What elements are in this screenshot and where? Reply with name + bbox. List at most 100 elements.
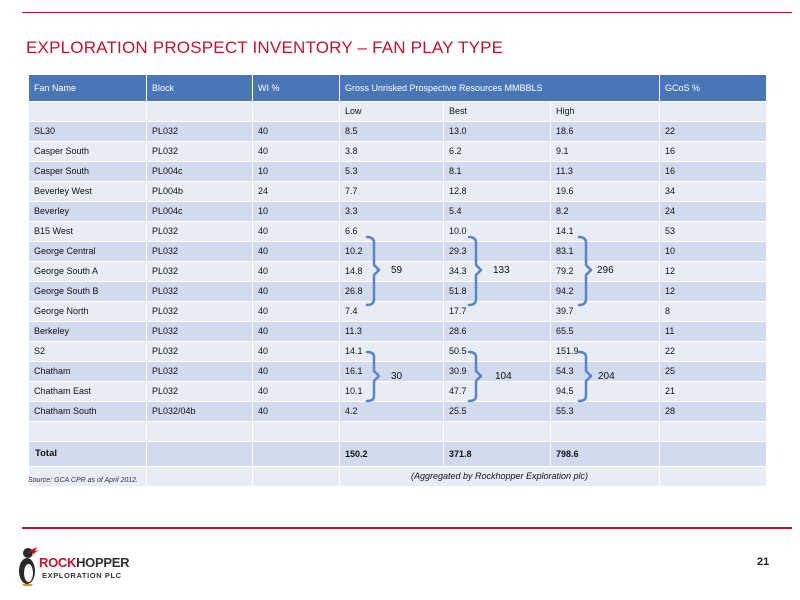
table-row: Casper South PL032 40 3.8 6.2 9.1 16 bbox=[28, 141, 768, 162]
cell-high: 54.3 bbox=[549, 361, 661, 382]
cell-name: George South A bbox=[28, 261, 147, 282]
cell-wi: 24 bbox=[252, 181, 340, 202]
bracket-george-high bbox=[577, 235, 593, 307]
table-row: George South B PL032 40 26.8 51.8 94.2 12 bbox=[28, 281, 768, 302]
table-row: George South A PL032 40 14.8 34.3 79.2 12 bbox=[28, 261, 768, 282]
cell-best: 13.0 bbox=[443, 121, 551, 142]
cell-name: Beverley West bbox=[28, 181, 147, 202]
cell-block: PL032/04b bbox=[146, 401, 253, 422]
cell-name: George North bbox=[28, 301, 147, 322]
cell-wi: 40 bbox=[252, 381, 340, 402]
page-title: EXPLORATION PROSPECT INVENTORY – FAN PLA… bbox=[26, 38, 504, 57]
table-header-row: Fan Name Block WI % Gross Unrisked Prosp… bbox=[28, 74, 768, 102]
cell-block: PL032 bbox=[146, 121, 253, 142]
total-low: 150.2 bbox=[339, 441, 444, 467]
subheader-row: Low Best High bbox=[28, 101, 768, 122]
chatham-low-sum: 30 bbox=[391, 371, 403, 382]
cell-wi: 40 bbox=[252, 221, 340, 242]
table-row: SL30 PL032 40 8.5 13.0 18.6 22 bbox=[28, 121, 768, 142]
table-row: Beverley West PL004b 24 7.7 12.8 19.6 34 bbox=[28, 181, 768, 202]
table-row: Berkeley PL032 40 11.3 28.6 65.5 11 bbox=[28, 321, 768, 342]
cell-wi: 40 bbox=[252, 401, 340, 422]
cell-wi: 10 bbox=[252, 201, 340, 222]
cell-name: Chatham South bbox=[28, 401, 147, 422]
table-row: Chatham East PL032 40 10.1 47.7 94.5 21 bbox=[28, 381, 768, 402]
cell-low: 8.5 bbox=[339, 121, 444, 142]
cell-gcos: 21 bbox=[659, 381, 768, 402]
table-row: Chatham South PL032/04b 40 4.2 25.5 55.3 28 bbox=[28, 401, 768, 422]
chatham-high-sum: 204 bbox=[598, 371, 615, 382]
header-wi: WI % bbox=[252, 74, 340, 102]
bracket-chatham-high bbox=[577, 350, 593, 403]
cell-low: 3.8 bbox=[339, 141, 444, 162]
top-divider bbox=[22, 12, 792, 13]
cell-name: George Central bbox=[28, 241, 147, 262]
subheader-best: Best bbox=[443, 101, 551, 122]
cell-high: 9.1 bbox=[549, 141, 661, 162]
total-label: Total bbox=[28, 441, 147, 467]
cell-gcos: 10 bbox=[659, 241, 768, 262]
table-row: S2 PL032 40 14.1 50.5 151.9 22 bbox=[28, 341, 768, 362]
cell-best: 51.8 bbox=[443, 281, 551, 302]
bracket-george-best bbox=[467, 235, 483, 307]
cell-best: 8.1 bbox=[443, 161, 551, 182]
table-row: Chatham PL032 40 16.1 30.9 54.3 25 bbox=[28, 361, 768, 382]
source-note: Source: GCA CPR as of April 2012. bbox=[28, 477, 138, 484]
cell-high: 39.7 bbox=[549, 301, 661, 322]
aggregation-note: (Aggregated by Rockhopper Exploration pl… bbox=[338, 466, 661, 487]
cell-name: Casper South bbox=[28, 141, 147, 162]
bracket-chatham-low bbox=[365, 350, 381, 403]
cell-best: 28.6 bbox=[443, 321, 551, 342]
cell-wi: 40 bbox=[252, 301, 340, 322]
cell-block: PL032 bbox=[146, 241, 253, 262]
cell-wi: 40 bbox=[252, 261, 340, 282]
table-row: Casper South PL004c 10 5.3 8.1 11.3 16 bbox=[28, 161, 768, 182]
cell-name: Casper South bbox=[28, 161, 147, 182]
cell-name: Beverley bbox=[28, 201, 147, 222]
cell-high: 151.9 bbox=[549, 341, 661, 362]
george-best-sum: 133 bbox=[493, 265, 510, 276]
cell-best: 29.3 bbox=[443, 241, 551, 262]
subheader-low: Low bbox=[339, 101, 444, 122]
cell-block: PL032 bbox=[146, 361, 253, 382]
cell-wi: 40 bbox=[252, 141, 340, 162]
cell-gcos: 8 bbox=[659, 301, 768, 322]
bracket-chatham-best bbox=[467, 350, 483, 403]
cell-gcos: 22 bbox=[659, 341, 768, 362]
table-row: B15 West PL032 40 6.6 10.0 14.1 53 bbox=[28, 221, 768, 242]
cell-gcos: 12 bbox=[659, 261, 768, 282]
cell-gcos: 16 bbox=[659, 141, 768, 162]
cell-low: 14.1 bbox=[339, 341, 444, 362]
cell-block: PL004c bbox=[146, 201, 253, 222]
cell-best: 5.4 bbox=[443, 201, 551, 222]
penguin-icon bbox=[19, 547, 39, 586]
cell-block: PL032 bbox=[146, 141, 253, 162]
header-fan-name: Fan Name bbox=[28, 74, 147, 102]
cell-gcos: 25 bbox=[659, 361, 768, 382]
cell-wi: 40 bbox=[252, 121, 340, 142]
prospect-inventory-table: Fan Name Block WI % Gross Unrisked Prosp… bbox=[28, 74, 768, 487]
cell-name: SL30 bbox=[28, 121, 147, 142]
cell-name: Berkeley bbox=[28, 321, 147, 342]
cell-gcos: 12 bbox=[659, 281, 768, 302]
table-row: Beverley PL004c 10 3.3 5.4 8.2 24 bbox=[28, 201, 768, 222]
cell-high: 14.1 bbox=[549, 221, 661, 242]
logo-wordmark: ROCKHOPPER bbox=[39, 555, 130, 570]
cell-best: 30.9 bbox=[443, 361, 551, 382]
cell-low: 11.3 bbox=[339, 321, 444, 342]
subheader-high: High bbox=[549, 101, 661, 122]
cell-wi: 40 bbox=[252, 281, 340, 302]
cell-high: 19.6 bbox=[549, 181, 661, 202]
george-high-sum: 296 bbox=[597, 265, 614, 276]
page-number: 21 bbox=[757, 556, 770, 568]
cell-high: 8.2 bbox=[549, 201, 661, 222]
company-logo: ROCKHOPPER EXPLORATION PLC bbox=[14, 545, 134, 587]
cell-name: Chatham East bbox=[28, 381, 147, 402]
cell-block: PL032 bbox=[146, 261, 253, 282]
cell-low: 16.1 bbox=[339, 361, 444, 382]
cell-best: 12.8 bbox=[443, 181, 551, 202]
cell-low: 3.3 bbox=[339, 201, 444, 222]
cell-low: 14.8 bbox=[339, 261, 444, 282]
cell-low: 6.6 bbox=[339, 221, 444, 242]
george-low-sum: 59 bbox=[391, 265, 403, 276]
